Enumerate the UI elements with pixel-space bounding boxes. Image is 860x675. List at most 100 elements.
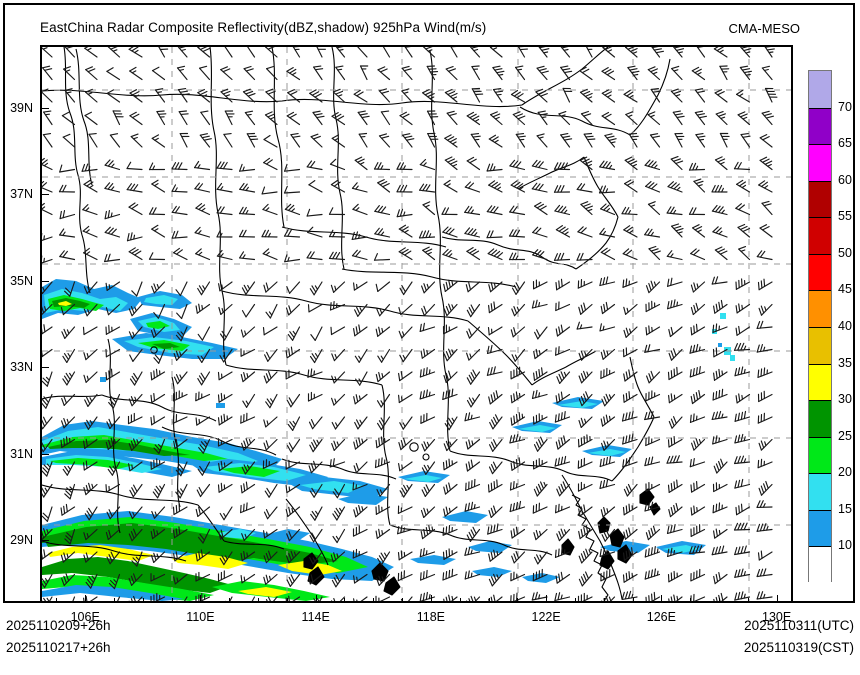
- wind-barb: [225, 596, 233, 601]
- wind-barb: [555, 435, 571, 450]
- wind-barb: [154, 88, 166, 103]
- wind-barb: [285, 346, 301, 359]
- wind-barb: [195, 571, 211, 582]
- wind-barb: [510, 526, 526, 539]
- wind-barb: [238, 206, 256, 216]
- wind-barb: [578, 391, 593, 407]
- wind-barb: [262, 326, 278, 336]
- wind-barb: [246, 132, 259, 148]
- wind-barb: [601, 111, 616, 126]
- footer-init-cst: 2025110217+26h: [6, 640, 111, 655]
- wind-barb: [263, 157, 278, 171]
- wind-barb: [601, 528, 616, 542]
- wind-barb: [647, 201, 661, 216]
- wind-barb: [42, 461, 53, 477]
- wind-barb: [466, 303, 481, 318]
- wind-barb: [510, 180, 526, 193]
- wind-barb: [487, 523, 503, 535]
- wind-barb: [509, 481, 526, 491]
- wind-barb: [105, 368, 121, 381]
- wind-barb: [218, 281, 233, 292]
- wind-barb: [262, 203, 278, 216]
- wind-barb: [622, 248, 638, 261]
- wind-barb: [421, 281, 436, 294]
- wind-barb: [623, 483, 638, 497]
- wind-barb: [240, 551, 256, 562]
- wind-barb: [285, 483, 301, 494]
- wind-barb: [330, 281, 346, 293]
- wind-barb: [216, 206, 233, 216]
- colorbar-tick-label: 70: [838, 99, 852, 114]
- wind-barb: [466, 393, 481, 408]
- wind-barb: [64, 483, 76, 500]
- wind-barb: [309, 89, 323, 103]
- x-tick: [430, 595, 432, 603]
- wind-barb: [284, 203, 301, 216]
- wind-barb: [759, 134, 773, 148]
- wind-barb: [466, 595, 481, 601]
- x-minor-tick: [344, 598, 346, 603]
- wind-barb: [532, 568, 548, 582]
- wind-barb: [734, 455, 751, 465]
- wind-barb: [398, 437, 413, 451]
- wind-barb: [644, 568, 661, 580]
- wind-barb: [399, 111, 413, 126]
- wind-barb: [128, 326, 143, 339]
- wind-barb: [645, 325, 661, 336]
- wind-barb: [443, 303, 458, 317]
- wind-barb: [173, 371, 188, 385]
- wind-barb: [329, 158, 346, 171]
- wind-barb: [419, 547, 436, 558]
- wind-barb: [733, 161, 751, 171]
- wind-barb: [421, 483, 436, 497]
- wind-barb: [757, 367, 773, 378]
- wind-barb: [64, 281, 76, 297]
- wind-barb: [443, 279, 458, 292]
- wind-barb: [510, 457, 526, 471]
- wind-barb: [224, 110, 235, 126]
- wind-barb: [83, 438, 98, 449]
- colorbar[interactable]: 10 15 20 25 30 35 40 45 50 55 60 65 70: [808, 70, 852, 583]
- wind-barb: [466, 111, 481, 126]
- wind-barb: [197, 281, 211, 296]
- wind-barb: [600, 203, 616, 216]
- wind-barb: [666, 206, 683, 216]
- wind-barb: [262, 248, 278, 261]
- wind-barb: [419, 389, 436, 400]
- wind-barb: [714, 89, 728, 103]
- x-axis-label: 130E: [761, 610, 792, 624]
- wind-barb: [555, 278, 571, 291]
- wind-barb: [242, 393, 256, 408]
- wind-barb: [466, 348, 481, 361]
- wind-barb: [171, 162, 188, 171]
- wind-barb: [328, 251, 346, 261]
- wind-barb: [554, 411, 571, 423]
- wind-barb: [242, 88, 256, 103]
- wind-barb: [263, 528, 278, 539]
- wind-barb: [376, 573, 391, 586]
- wind-barb: [600, 414, 616, 427]
- wind-barb: [761, 110, 774, 126]
- x-minor-tick: [229, 598, 231, 603]
- colorbar-band: [809, 436, 831, 474]
- wind-barb: [560, 65, 573, 81]
- wind-barb: [330, 179, 346, 193]
- wind-barb: [240, 371, 256, 383]
- wind-barb: [555, 571, 571, 584]
- wind-barb: [217, 482, 233, 493]
- wind-barb: [128, 506, 143, 520]
- wind-barb: [375, 528, 391, 539]
- wind-barb: [398, 247, 413, 261]
- wind-barb: [172, 390, 188, 402]
- wind-barb: [577, 481, 593, 492]
- wind-barb: [375, 595, 391, 601]
- wind-barb: [578, 548, 593, 564]
- wind-barb: [128, 438, 143, 451]
- colorbar-bands[interactable]: [808, 70, 832, 583]
- wind-barb: [508, 229, 526, 238]
- wind-barb: [397, 525, 413, 535]
- wind-barb: [492, 65, 505, 81]
- wind-barb: [104, 226, 121, 238]
- wind-barb: [713, 458, 728, 474]
- wind-barb: [510, 412, 526, 426]
